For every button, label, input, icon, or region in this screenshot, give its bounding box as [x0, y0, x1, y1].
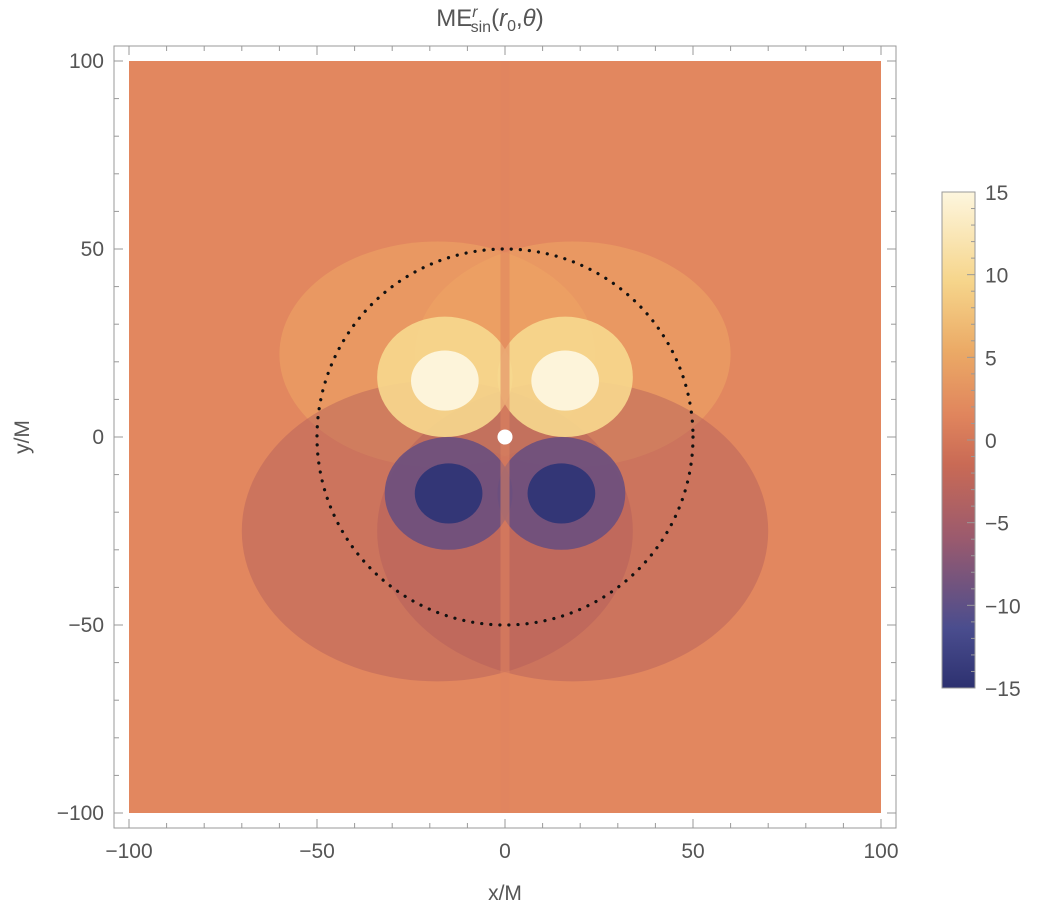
lobe-upper-left-core	[411, 350, 479, 411]
colorbar-tick-label: 5	[985, 347, 997, 370]
x-tick-label: 0	[499, 840, 511, 863]
y-tick-label: 0	[92, 426, 104, 449]
heatmap-field	[129, 61, 881, 813]
lobe-lower-right-core	[527, 463, 596, 524]
colorbar-tick-label: 10	[985, 265, 1008, 288]
x-axis-label: x/M	[488, 882, 522, 905]
dotted-circle	[315, 247, 695, 627]
x-tick-label: −100	[105, 840, 152, 863]
lobe-lower-left-core	[414, 463, 483, 524]
colorbar-tick-label: −5	[985, 513, 1009, 536]
axis-ticks: −100 −50 0 50 100 −100 −50 0 50 100	[57, 46, 899, 863]
x-tick-label: −50	[299, 840, 335, 863]
dotted-circle-path	[315, 247, 695, 627]
colorbar-ticks: −15 −10 −5 0 5 10 15	[967, 182, 1021, 701]
lobe-upper-right-core	[531, 350, 599, 411]
colorbar-tick-label: 15	[985, 182, 1008, 205]
y-tick-label: 100	[69, 50, 104, 73]
y-tick-label: 50	[81, 238, 104, 261]
colorbar-tick-label: −10	[985, 595, 1021, 618]
y-tick-label: −100	[57, 802, 104, 825]
colorbar-tick-label: −15	[985, 678, 1021, 701]
x-tick-label: 100	[863, 840, 898, 863]
chart-title: MEr sin(r0,θ)	[436, 4, 543, 36]
x-tick-label: 50	[681, 840, 704, 863]
y-tick-label: −50	[68, 614, 104, 637]
y-axis-label: y/M	[11, 420, 34, 454]
colorbar-tick-label: 0	[985, 430, 997, 453]
central-marker	[497, 429, 513, 445]
